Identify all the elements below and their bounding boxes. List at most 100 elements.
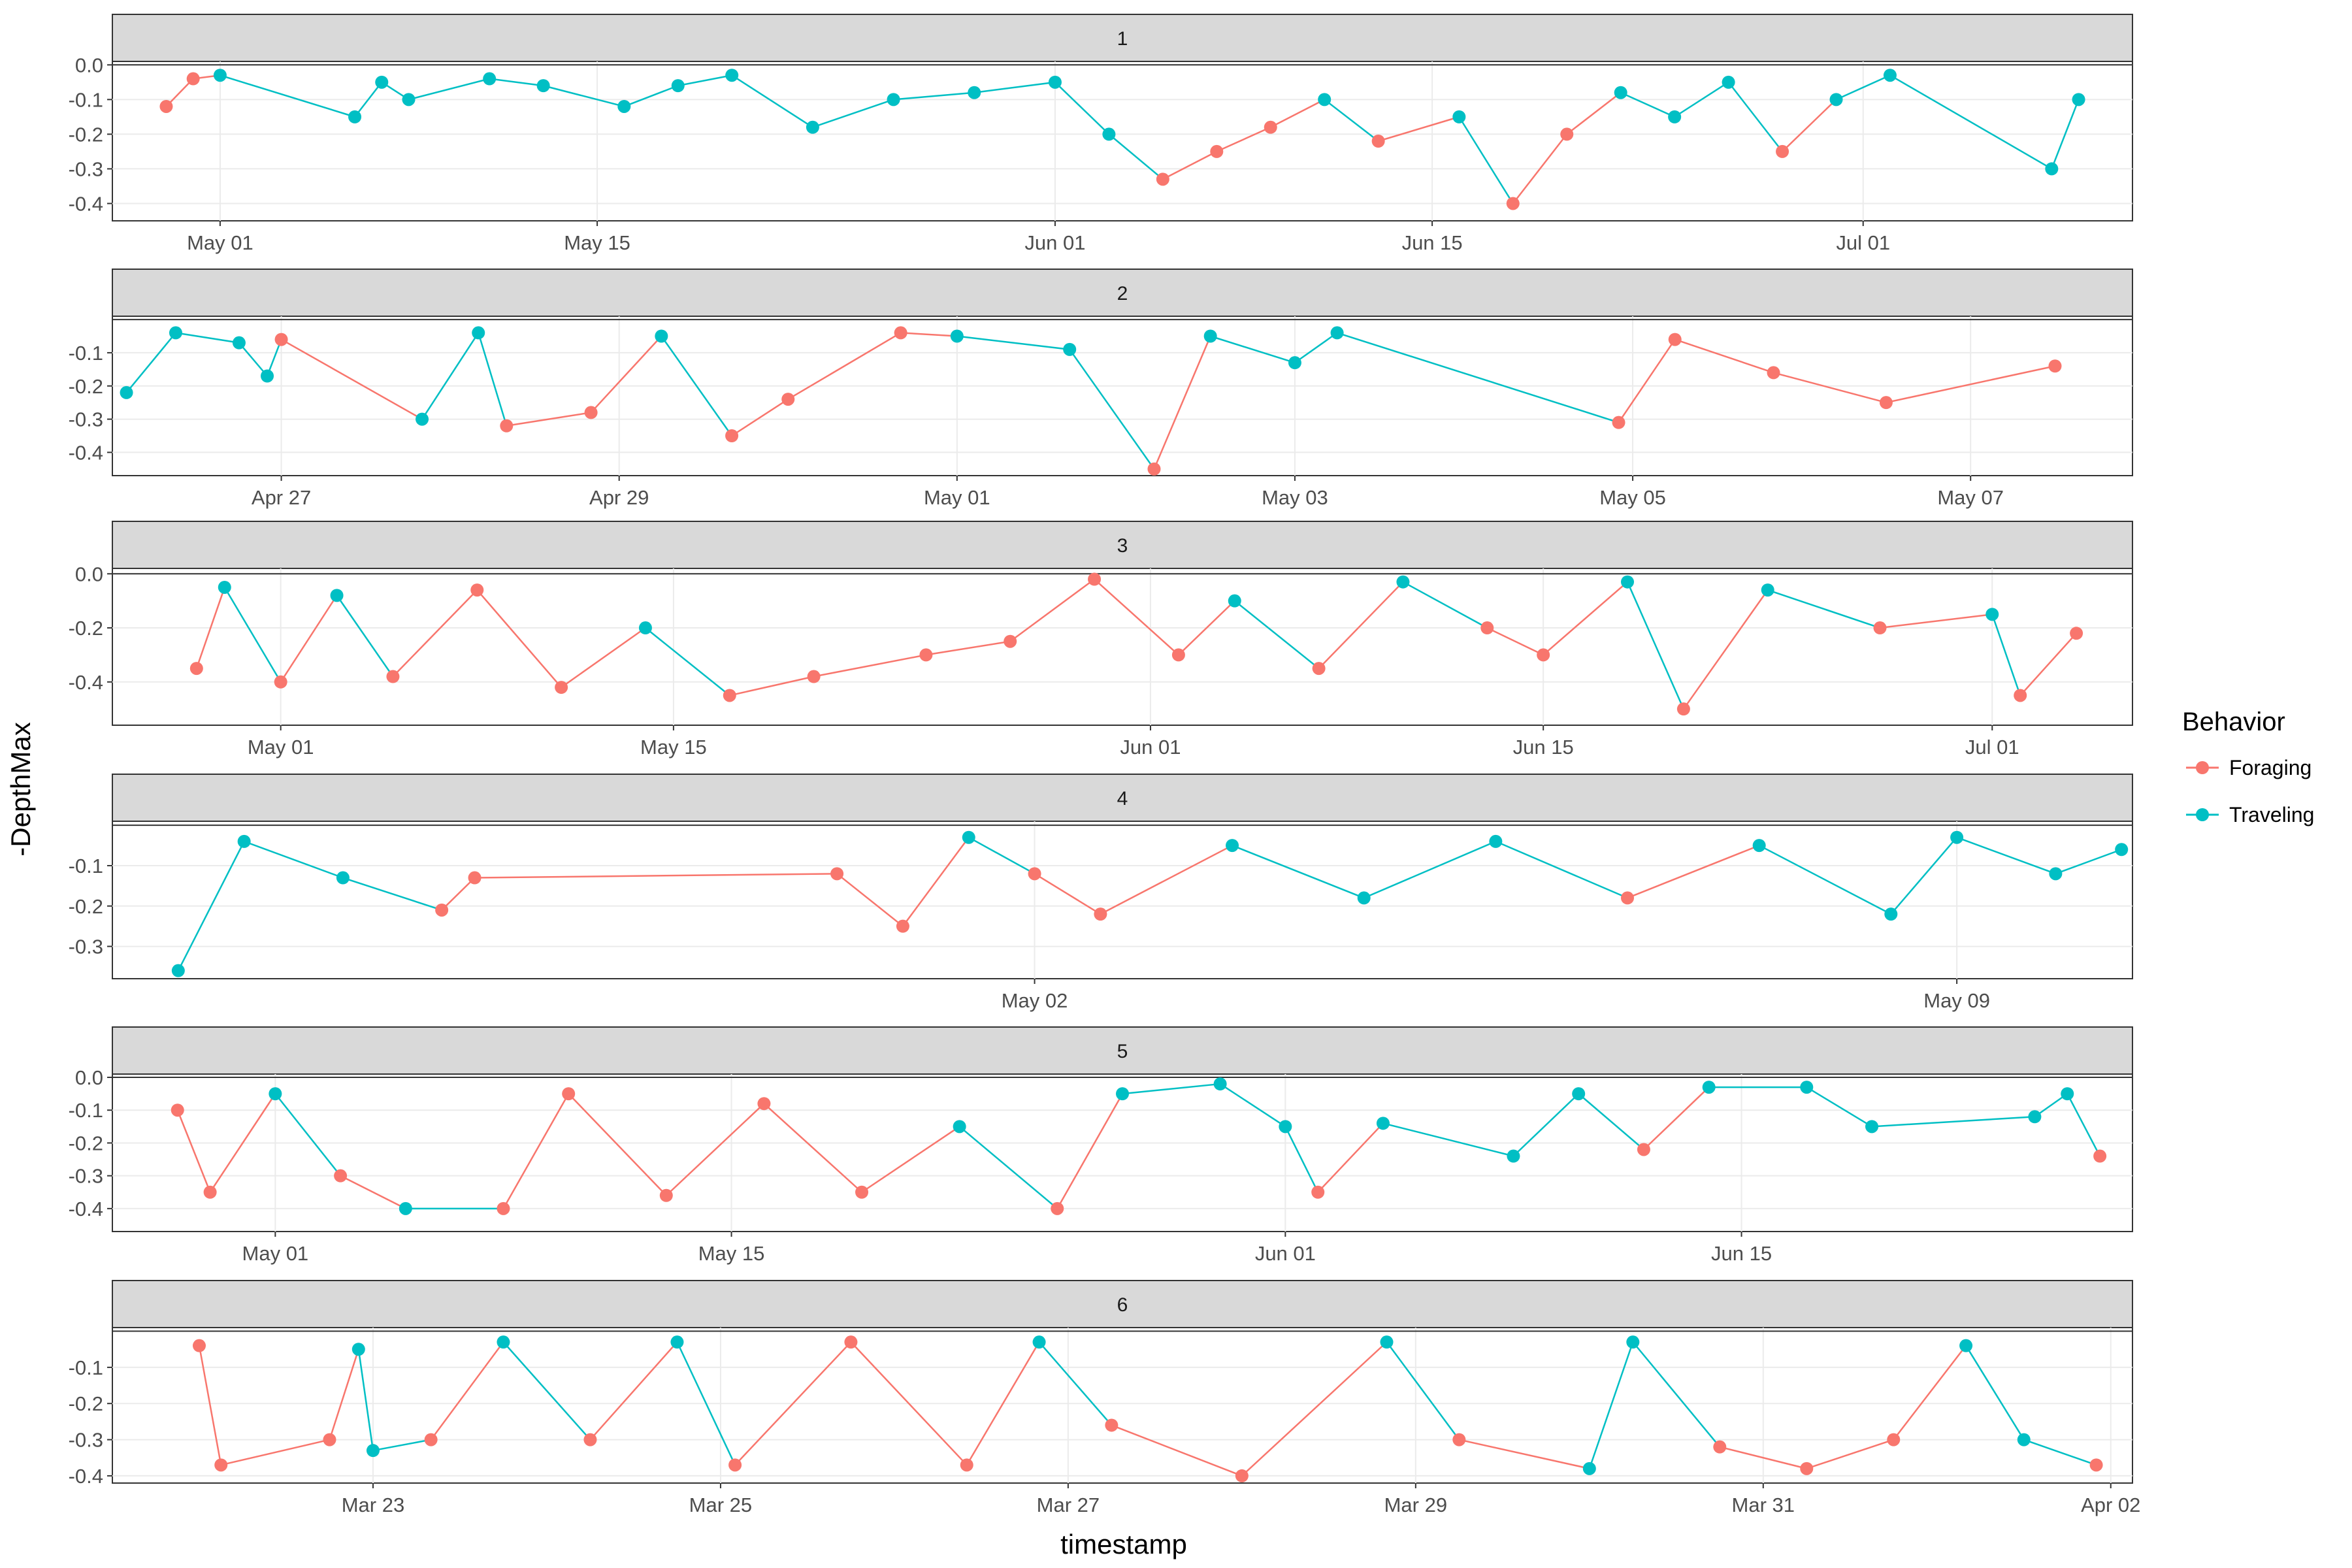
data-point-traveling [497,1335,510,1349]
facet-panel-5: 5 0.0 -0.1 -0.2 -0.3 -0.4 May 01 May 15 Jun 01 Ju… [69,1026,2133,1265]
series-segment [1009,578,1095,642]
series-segment [1566,91,1622,135]
series-segment [1210,335,1296,364]
series-segment [1893,1345,1967,1441]
series-segment [1890,836,1958,915]
series-segment [280,595,338,683]
series-segment [623,84,679,108]
x-tick-label: Apr 27 [252,486,311,509]
data-point-traveling [1330,326,1344,340]
series-segment [1682,589,1769,710]
series-segment [1512,133,1568,204]
series-segment [1069,349,1155,470]
data-point-traveling [1102,127,1116,141]
series-segment [812,99,894,128]
data-point-traveling [2072,93,2085,106]
x-tick-label: Mar 27 [1037,1494,1100,1516]
data-point-foraging [1156,172,1169,186]
data-point-foraging [186,72,200,86]
series-segment [1618,338,1676,423]
series-segment [176,1109,211,1193]
data-point-foraging [203,1185,217,1199]
data-point-traveling [1800,1081,1814,1094]
facet-strip-label: 1 [1117,28,1128,50]
data-point-traveling [330,589,344,602]
x-tick-label: Mar 23 [342,1494,404,1516]
data-point-traveling [171,964,185,977]
series-segment [1543,581,1628,656]
data-point-foraging [728,1458,742,1472]
x-tick-label: Jul 01 [1836,231,1890,254]
series-segment [1727,82,1784,152]
series-segment [1773,372,1887,404]
facet-strip-3 [112,521,2133,569]
data-point-foraging [1560,127,1574,141]
data-point-traveling [655,329,668,343]
series-segment [372,1439,431,1452]
data-point-traveling [218,580,231,594]
series-segment [1886,365,2055,404]
data-point-foraging [1879,396,1893,410]
legend-item-foraging: Foraging [2186,756,2311,779]
facet-panel-1: 1 0.0 -0.1 -0.2 -0.3 -0.4 May 01 May 15 Jun 01 Ju… [69,14,2133,254]
data-point-foraging [2070,627,2083,640]
series-segment [1620,91,1675,118]
data-point-traveling [1883,69,1897,82]
data-point-foraging [757,1097,771,1111]
series-segment [2034,1093,2068,1118]
data-point-foraging [1147,462,1161,476]
y-tick-label: -0.1 [69,1099,103,1122]
plot-area [112,1073,2133,1232]
facet-strip-2 [112,269,2133,317]
y-tick-label: -0.4 [69,441,103,464]
data-point-traveling [269,1087,282,1101]
series-segment [1178,600,1235,656]
data-point-foraging [1051,1201,1064,1215]
series-segment [787,332,902,400]
data-point-traveling [806,120,819,134]
legend-label: Traveling [2229,803,2314,826]
data-point-foraging [1264,120,1277,134]
facet-strip-1 [112,14,2133,62]
series-segment [568,1093,667,1196]
series-segment [1337,332,1619,423]
series-segment [1486,627,1544,656]
y-tick-label: -0.4 [69,671,103,694]
data-point-traveling [2049,867,2063,881]
plot-area [112,1327,2133,1484]
series-segment [506,412,591,427]
legend-key-point [2196,808,2209,821]
data-point-traveling [1702,1081,1716,1094]
series-segment [1108,133,1164,180]
data-point-traveling [1614,86,1627,99]
data-point-traveling [1380,1335,1394,1349]
data-point-traveling [416,412,429,426]
data-point-foraging [830,867,844,881]
x-tick-label: Jun 15 [1711,1242,1772,1265]
series-segment [1880,613,1993,629]
series-segment [175,332,240,344]
series-segment [336,595,394,678]
y-tick-label: -0.1 [69,855,103,877]
data-point-foraging [1873,621,1887,635]
series-segment [220,1439,330,1466]
y-tick-label: -0.3 [69,408,103,431]
series-segment [1324,99,1379,142]
x-tick-label: May 02 [1002,989,1068,1012]
data-point-foraging [896,919,909,933]
series-segment [1318,581,1404,669]
series-segment [1674,338,1774,374]
series-segment [223,587,282,683]
data-point-foraging [725,429,739,442]
data-point-traveling [2028,1110,2042,1124]
series-segment [502,1093,570,1209]
series-segment [1512,1093,1580,1157]
series-segment [441,877,476,911]
series-segment [678,74,732,87]
data-point-traveling [2115,843,2129,857]
data-point-foraging [424,1433,438,1446]
data-point-traveling [725,69,739,82]
data-point-foraging [1312,662,1326,676]
series-segment [2019,632,2078,696]
data-point-foraging [171,1103,184,1117]
